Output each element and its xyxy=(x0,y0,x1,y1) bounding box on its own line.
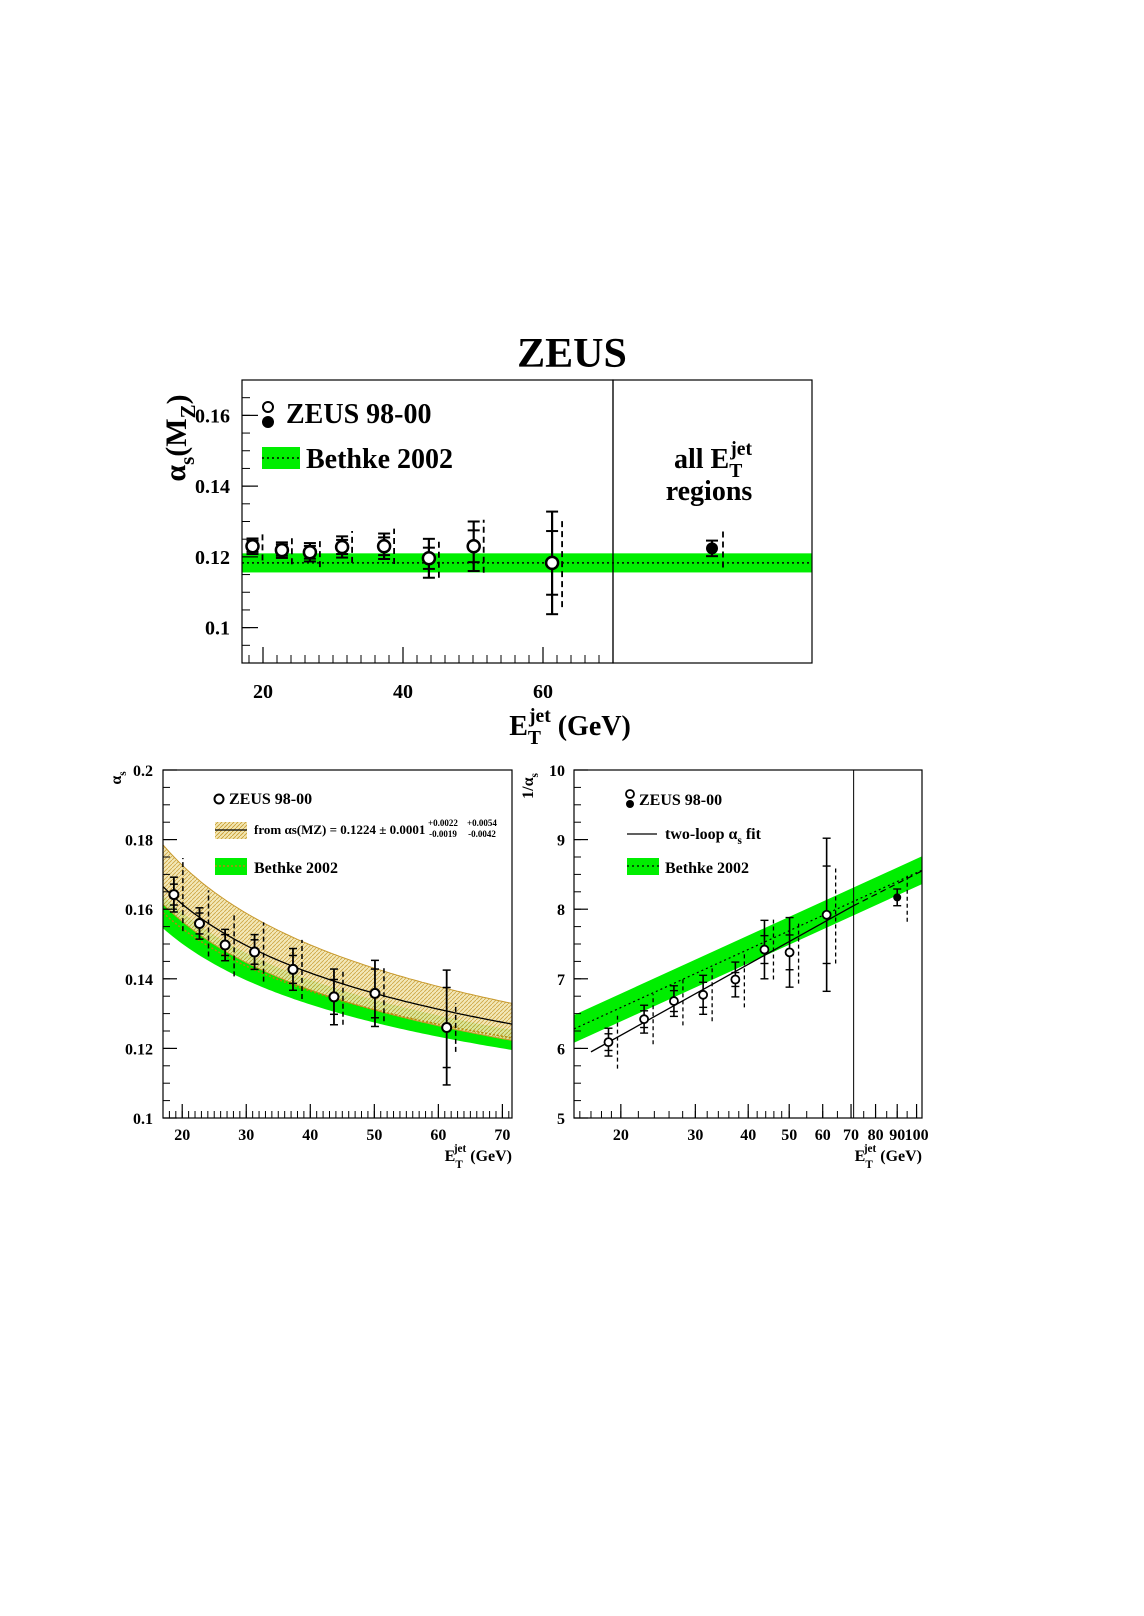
combined-point xyxy=(706,542,718,555)
legend-label-bethke: Bethke 2002 xyxy=(665,860,749,877)
data-point xyxy=(603,1037,614,1048)
annotation-regions: regions xyxy=(666,476,753,507)
legend-label-zeus: ZEUS 98-00 xyxy=(639,792,722,809)
y-tick-label: 5 xyxy=(557,1111,565,1128)
data-point xyxy=(369,987,381,999)
y-axis-label: αs xyxy=(108,771,129,785)
data-point xyxy=(302,545,318,560)
x-axis-label: ETjet (GeV) xyxy=(855,1143,922,1171)
data-point xyxy=(544,555,560,571)
y-tick-label: 0.14 xyxy=(125,972,153,989)
x-tick-label: 50 xyxy=(781,1127,797,1144)
y-tick-label: 0.1 xyxy=(133,1111,153,1128)
data-point xyxy=(698,989,709,1000)
data-point xyxy=(669,996,679,1006)
x-tick-label: 90 xyxy=(889,1127,905,1144)
fit-uncertainty-band xyxy=(163,844,512,1041)
legend-open-marker xyxy=(262,401,274,413)
data-point xyxy=(466,539,481,554)
legend-open-marker xyxy=(213,793,225,805)
x-tick-label: 20 xyxy=(174,1127,190,1144)
legend-label-zeus: ZEUS 98-00 xyxy=(286,399,431,430)
legend-label-zeus: ZEUS 98-00 xyxy=(229,791,312,808)
x-tick-label: 50 xyxy=(366,1127,382,1144)
y-tick-label: 0.1 xyxy=(205,618,230,640)
x-tick-label: 70 xyxy=(843,1127,859,1144)
legend-band-swatch xyxy=(262,447,300,469)
legend-err-sys-down: -0.0042 xyxy=(468,829,496,839)
page-title: ZEUS xyxy=(517,331,627,377)
legend-label-bethke: Bethke 2002 xyxy=(306,444,453,475)
x-tick-label: 40 xyxy=(740,1127,756,1144)
legend-err-sys-up: +0.0054 xyxy=(467,818,497,828)
data-point xyxy=(784,947,795,958)
data-point xyxy=(287,963,299,975)
y-tick-label: 6 xyxy=(557,1041,565,1058)
fit-extrapolation xyxy=(853,870,922,907)
x-tick-label: 20 xyxy=(613,1127,629,1144)
y-tick-label: 0.12 xyxy=(125,1041,153,1058)
data-point xyxy=(194,917,206,929)
fit-curve xyxy=(163,886,512,1025)
data-point xyxy=(759,944,770,955)
y-tick-label: 10 xyxy=(549,763,565,780)
y-tick-label: 0.2 xyxy=(133,763,153,780)
data-point xyxy=(334,539,350,555)
bethke-band xyxy=(163,895,512,1050)
y-axis-label: 1/αs xyxy=(520,772,541,798)
bethke-center-line xyxy=(574,869,922,1030)
combined-point xyxy=(893,893,902,902)
data-point xyxy=(730,974,741,985)
data-point xyxy=(821,909,832,920)
data-point xyxy=(376,539,392,554)
x-tick-label: 60 xyxy=(430,1127,446,1144)
x-tick-label: 80 xyxy=(868,1127,884,1144)
fit-curve xyxy=(590,905,854,1053)
x-tick-label: 20 xyxy=(253,681,273,703)
x-tick-label: 40 xyxy=(393,681,413,703)
data-point xyxy=(245,539,260,554)
y-tick-label: 7 xyxy=(557,972,565,989)
legend-err-stat-up: +0.0022 xyxy=(428,818,458,828)
x-tick-label: 100 xyxy=(905,1127,929,1144)
y-tick-label: 9 xyxy=(557,833,565,850)
legend-label-fit: from αs(MZ) = 0.1224 ± 0.0001 xyxy=(254,822,425,837)
y-tick-label: 0.12 xyxy=(195,547,230,569)
x-tick-label: 70 xyxy=(494,1127,510,1144)
y-tick-label: 0.18 xyxy=(125,833,153,850)
data-point xyxy=(274,542,290,558)
x-tick-label: 30 xyxy=(687,1127,703,1144)
y-tick-label: 8 xyxy=(557,902,565,919)
x-axis-label: ETjet (GeV) xyxy=(509,706,631,749)
y-axis-label: αs(MZ) xyxy=(159,394,200,481)
x-axis-label: ETjet (GeV) xyxy=(445,1143,512,1171)
data-point xyxy=(639,1014,650,1025)
x-tick-label: 60 xyxy=(815,1127,831,1144)
data-point xyxy=(249,946,261,958)
y-tick-label: 0.14 xyxy=(195,476,230,498)
x-tick-label: 30 xyxy=(238,1127,254,1144)
data-point xyxy=(219,939,231,951)
legend-filled-marker xyxy=(626,800,634,808)
data-point xyxy=(441,1022,453,1034)
y-tick-label: 0.16 xyxy=(125,902,153,919)
y-tick-label: 0.16 xyxy=(195,405,230,427)
legend-open-marker xyxy=(625,789,635,799)
data-point xyxy=(421,551,437,566)
annotation-all-regions: all ETjet xyxy=(674,439,753,482)
x-tick-label: 60 xyxy=(533,681,553,703)
x-tick-label: 40 xyxy=(302,1127,318,1144)
legend-label-fit: two-loop αs fit xyxy=(665,826,762,847)
combined-frame xyxy=(612,379,813,664)
legend-err-stat-down: -0.0019 xyxy=(429,829,457,839)
data-point xyxy=(168,889,180,901)
data-point xyxy=(328,991,340,1003)
legend-label-bethke: Bethke 2002 xyxy=(254,860,338,877)
plot-area xyxy=(574,856,922,1053)
legend-filled-marker xyxy=(262,416,274,428)
